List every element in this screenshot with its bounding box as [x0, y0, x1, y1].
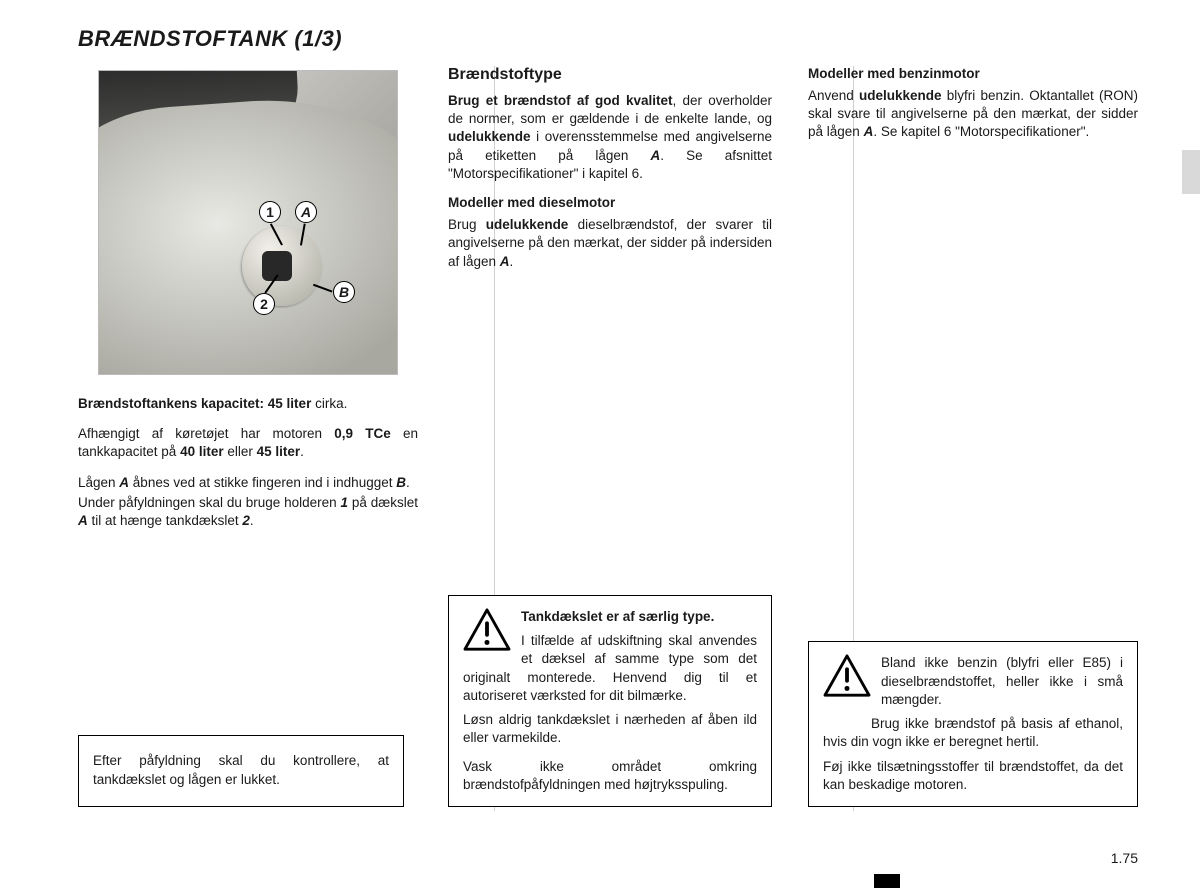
- warning-text: Løsn aldrig tankdækslet i nærheden af åb…: [463, 711, 757, 747]
- text: cirka.: [311, 396, 347, 411]
- callout-label: 2: [253, 293, 275, 315]
- fuel-quality-text: Brug et brændstof af god kvalitet, der o…: [448, 92, 772, 183]
- text: Afhængigt af køretøjet har motoren: [78, 426, 334, 441]
- text: Under påfyldningen skal du bruge holdere…: [78, 495, 341, 510]
- section-tab: [1182, 150, 1200, 194]
- callout-label: B: [333, 281, 355, 303]
- open-instructions: Lågen A åbnes ved at stikke fingeren ind…: [78, 474, 418, 492]
- callout-2: 2: [253, 293, 275, 315]
- text: udelukkende: [486, 217, 569, 232]
- capacity-bold: Brændstoftankens kapacitet: 45 liter: [78, 396, 311, 411]
- capacity-text: Brændstoftankens kapacitet: 45 liter cir…: [78, 395, 418, 413]
- text: 1: [341, 495, 349, 510]
- text: på dækslet: [348, 495, 418, 510]
- content-columns: 35584 1 A 2 B Brændstoftankens kapaci: [78, 66, 1140, 811]
- fuel-type-heading: Brændstoftype: [448, 66, 772, 84]
- text: 40 liter: [180, 444, 224, 459]
- text: .: [406, 475, 410, 490]
- column-3: Modeller med benzinmotor Anvend udelukke…: [808, 66, 1140, 811]
- callout-label: 1: [259, 201, 281, 223]
- text: eller: [224, 444, 257, 459]
- warning-container: Tankdækslet er af særlig type. I tilfæld…: [448, 595, 772, 807]
- text: udelukkende: [859, 88, 942, 103]
- warning-text: Føj ikke tilsætningsstoffer til brændsto…: [823, 758, 1123, 794]
- warning-icon: [823, 654, 871, 698]
- engine-variant-text: Afhængigt af køretøjet har motoren 0,9 T…: [78, 425, 418, 461]
- mix-warning-box: Bland ikke benzin (blyfri eller E85) i d…: [808, 641, 1138, 807]
- text: til at hænge tankdækslet: [88, 513, 243, 528]
- text: . Se kapitel 6 "Motorspecifikationer".: [873, 124, 1089, 139]
- note-container: Efter påfyldning skal du kontrollere, at…: [78, 735, 404, 807]
- text: 2: [242, 513, 250, 528]
- column-2: Brændstoftype Brug et brændstof af god k…: [448, 66, 778, 811]
- page-number: 1.75: [1111, 850, 1138, 866]
- diesel-text: Brug udelukkende dieselbrændstof, der sv…: [448, 216, 772, 271]
- text: Brug: [448, 217, 486, 232]
- text: Brug et brændstof af god kvalitet: [448, 93, 673, 108]
- text: A: [864, 124, 874, 139]
- text: A: [78, 513, 88, 528]
- text: B: [396, 475, 406, 490]
- text: 0,9 TCe: [334, 426, 391, 441]
- page-title: BRÆNDSTOFTANK (1/3): [78, 26, 1140, 52]
- text: .: [300, 444, 304, 459]
- diesel-heading: Modeller med dieselmotor: [448, 195, 772, 210]
- text: A: [651, 148, 661, 163]
- holder-instructions: Under påfyldningen skal du bruge holdere…: [78, 494, 418, 530]
- text: Lågen: [78, 475, 119, 490]
- callout-1: 1: [259, 201, 281, 223]
- column-1: 35584 1 A 2 B Brændstoftankens kapaci: [78, 66, 418, 811]
- petrol-text: Anvend udelukkende blyfri benzin. Oktant…: [808, 87, 1138, 142]
- text: Anvend: [808, 88, 859, 103]
- warning-container: Bland ikke benzin (blyfri eller E85) i d…: [808, 641, 1138, 807]
- cap-warning-box: Tankdækslet er af særlig type. I tilfæld…: [448, 595, 772, 807]
- callout-label: A: [295, 201, 317, 223]
- fuel-tank-photo: 35584 1 A 2 B: [98, 70, 398, 375]
- text: .: [510, 254, 514, 269]
- text: åbnes ved at stikke fingeren ind i indhu…: [129, 475, 396, 490]
- warning-text: Bland ikke benzin (blyfri eller E85) i d…: [881, 655, 1123, 706]
- after-refuel-note: Efter påfyldning skal du kontrollere, at…: [78, 735, 404, 807]
- warning-icon: [463, 608, 511, 652]
- text: udelukkende: [448, 129, 531, 144]
- text: .: [250, 513, 254, 528]
- manual-page: BRÆNDSTOFTANK (1/3) 35584 1 A 2: [0, 0, 1200, 888]
- callout-B: B: [333, 281, 355, 303]
- warning-text: Brug ikke brændstof på basis af ethanol,…: [823, 715, 1123, 751]
- callout-A: A: [295, 201, 317, 223]
- car-body-graphic: [98, 87, 398, 375]
- footer-mark: [874, 874, 900, 888]
- warning-heading: Tankdækslet er af særlig type.: [521, 609, 714, 624]
- petrol-heading: Modeller med benzinmotor: [808, 66, 1138, 81]
- text: A: [500, 254, 510, 269]
- warning-text: Vask ikke området omkring brændstofpåfyl…: [463, 758, 757, 794]
- text: A: [119, 475, 129, 490]
- text: 45 liter: [257, 444, 301, 459]
